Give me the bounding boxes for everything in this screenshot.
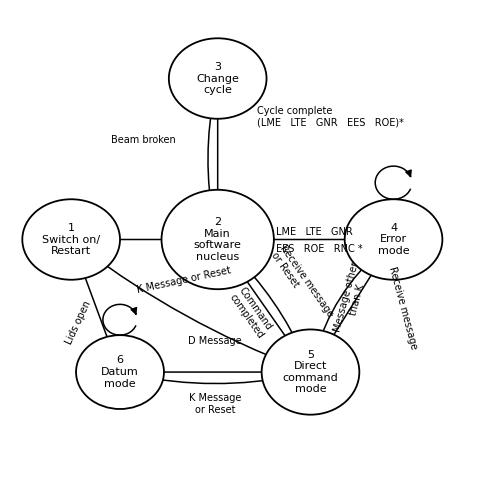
Ellipse shape	[262, 330, 359, 415]
Text: K Message
or Reset: K Message or Reset	[189, 393, 242, 415]
Text: 6
Datum
mode: 6 Datum mode	[101, 355, 139, 388]
Text: Message other
than K: Message other than K	[332, 261, 372, 336]
Text: 4
Error
mode: 4 Error mode	[378, 223, 410, 256]
Text: 3
Change
cycle: 3 Change cycle	[196, 62, 239, 95]
Text: Beam broken: Beam broken	[112, 135, 176, 145]
Text: LME   LTE   GNR: LME LTE GNR	[276, 228, 353, 238]
Text: K Message or Reset: K Message or Reset	[135, 265, 232, 295]
Text: Cycle complete
(LME   LTE   GNR   EES   ROE)*: Cycle complete (LME LTE GNR EES ROE)*	[257, 105, 404, 127]
Ellipse shape	[345, 199, 443, 280]
Text: 2
Main
software
nucleus: 2 Main software nucleus	[194, 217, 242, 262]
Text: Receive message: Receive message	[387, 266, 419, 351]
Text: 5
Direct
command
mode: 5 Direct command mode	[283, 350, 338, 395]
Text: D Message: D Message	[188, 336, 242, 346]
Ellipse shape	[169, 38, 267, 119]
Ellipse shape	[76, 335, 164, 409]
Text: Lids open: Lids open	[64, 299, 93, 346]
Text: EES   ROE   RNC *: EES ROE RNC *	[276, 244, 363, 254]
Text: Command
completed: Command completed	[227, 285, 275, 340]
Text: Receive message
or Reset: Receive message or Reset	[269, 243, 335, 326]
Text: 1
Switch on/
Restart: 1 Switch on/ Restart	[42, 223, 100, 256]
Ellipse shape	[162, 190, 274, 289]
Ellipse shape	[22, 199, 120, 280]
